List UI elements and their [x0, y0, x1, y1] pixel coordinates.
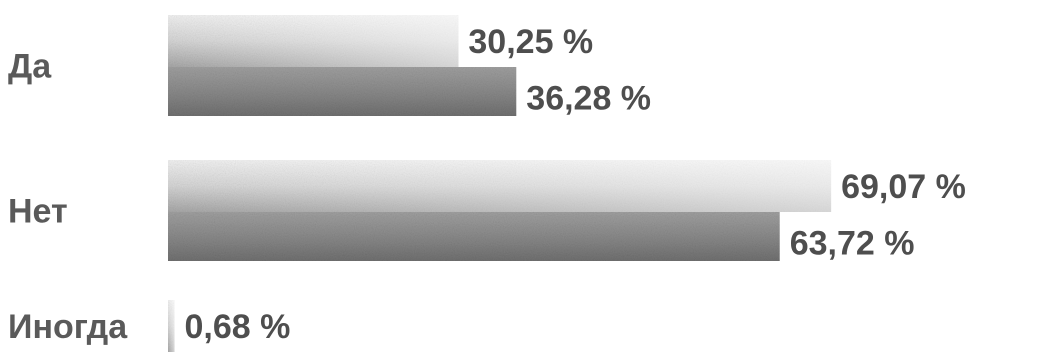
category-label-da: Да: [8, 48, 52, 86]
value-label-net-series1: 69,07 %: [841, 168, 966, 206]
value-label-inogda-series1: 0,68 %: [185, 308, 291, 346]
bar-highlight-inogda: [168, 300, 175, 352]
bar-highlight-da: [168, 15, 459, 67]
value-label-da-series1: 30,25 %: [468, 23, 593, 61]
category-label-net: Нет: [8, 193, 68, 231]
value-label-net-series2: 63,72 %: [790, 225, 915, 263]
bar-net-series2: [168, 212, 780, 261]
bar-da-series2: [168, 67, 517, 116]
bar-highlight-net: [168, 160, 832, 212]
category-label-inogda: Иногда: [8, 308, 128, 346]
value-label-da-series2: 36,28 %: [526, 80, 651, 118]
